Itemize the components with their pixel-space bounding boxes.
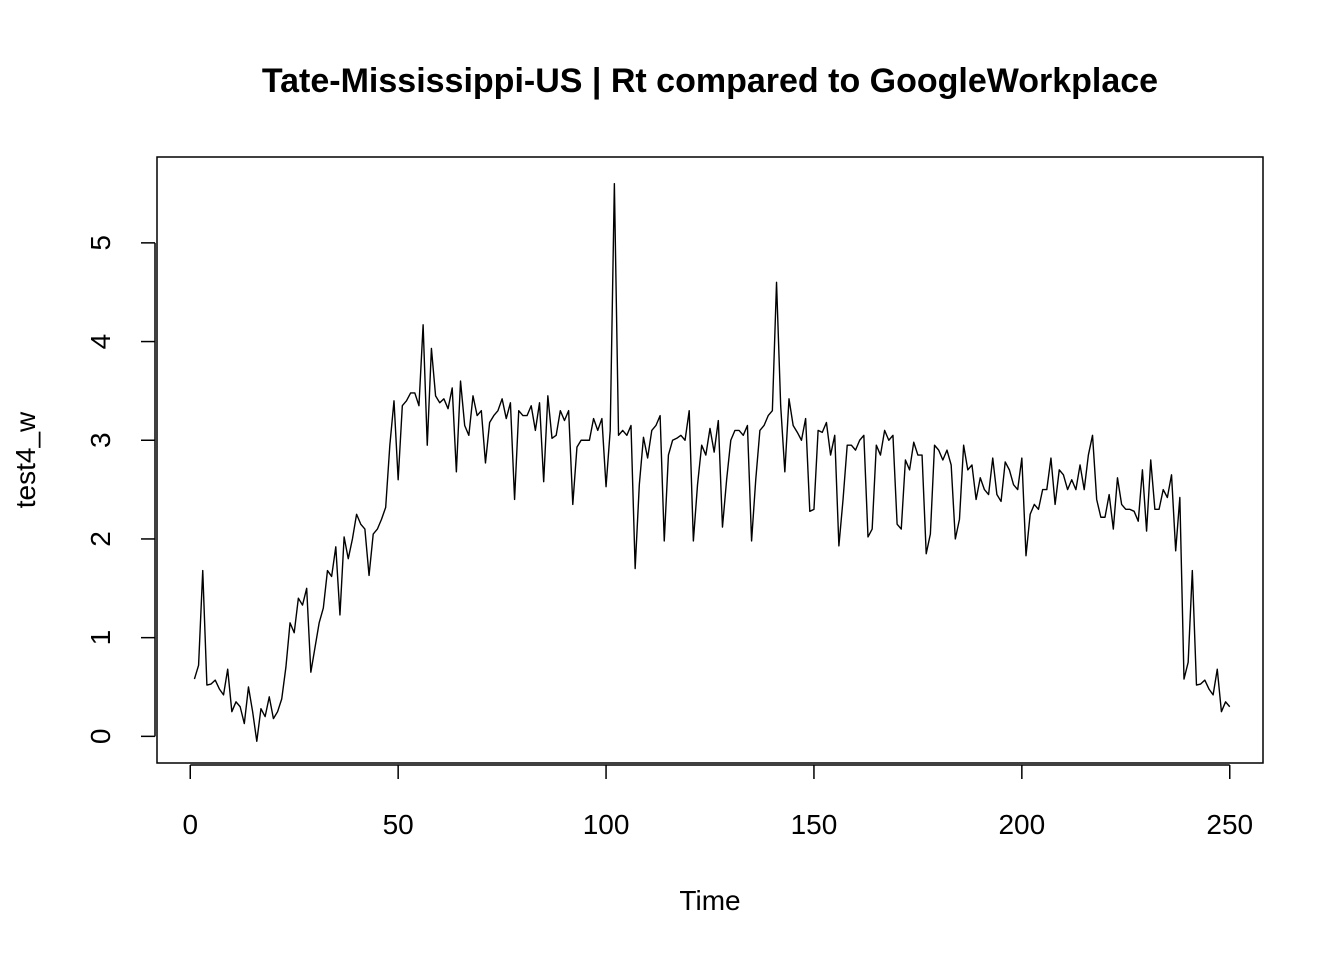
- y-tick-label: 2: [85, 531, 116, 547]
- y-axis: 0 1 2 3 4 5: [85, 235, 156, 745]
- series-line: [193, 182, 1231, 742]
- y-tick-label: 5: [85, 235, 116, 251]
- x-tick-label: 50: [383, 809, 414, 840]
- x-tick-label: 250: [1206, 809, 1253, 840]
- x-axis-label: Time: [679, 885, 740, 916]
- y-axis-label: test4_w: [10, 411, 41, 508]
- chart-title: Tate-Mississippi-US | Rt compared to Goo…: [262, 62, 1158, 100]
- x-tick-label: 100: [583, 809, 630, 840]
- x-tick-label: 0: [182, 809, 198, 840]
- x-axis: 0 50 100 150 200 250: [182, 764, 1253, 840]
- y-tick-label: 4: [85, 334, 116, 350]
- x-tick-label: 200: [998, 809, 1045, 840]
- y-tick-label: 0: [85, 729, 116, 745]
- y-tick-label: 3: [85, 432, 116, 448]
- y-tick-label: 1: [85, 630, 116, 646]
- plot-frame: [156, 156, 1264, 764]
- x-tick-label: 150: [791, 809, 838, 840]
